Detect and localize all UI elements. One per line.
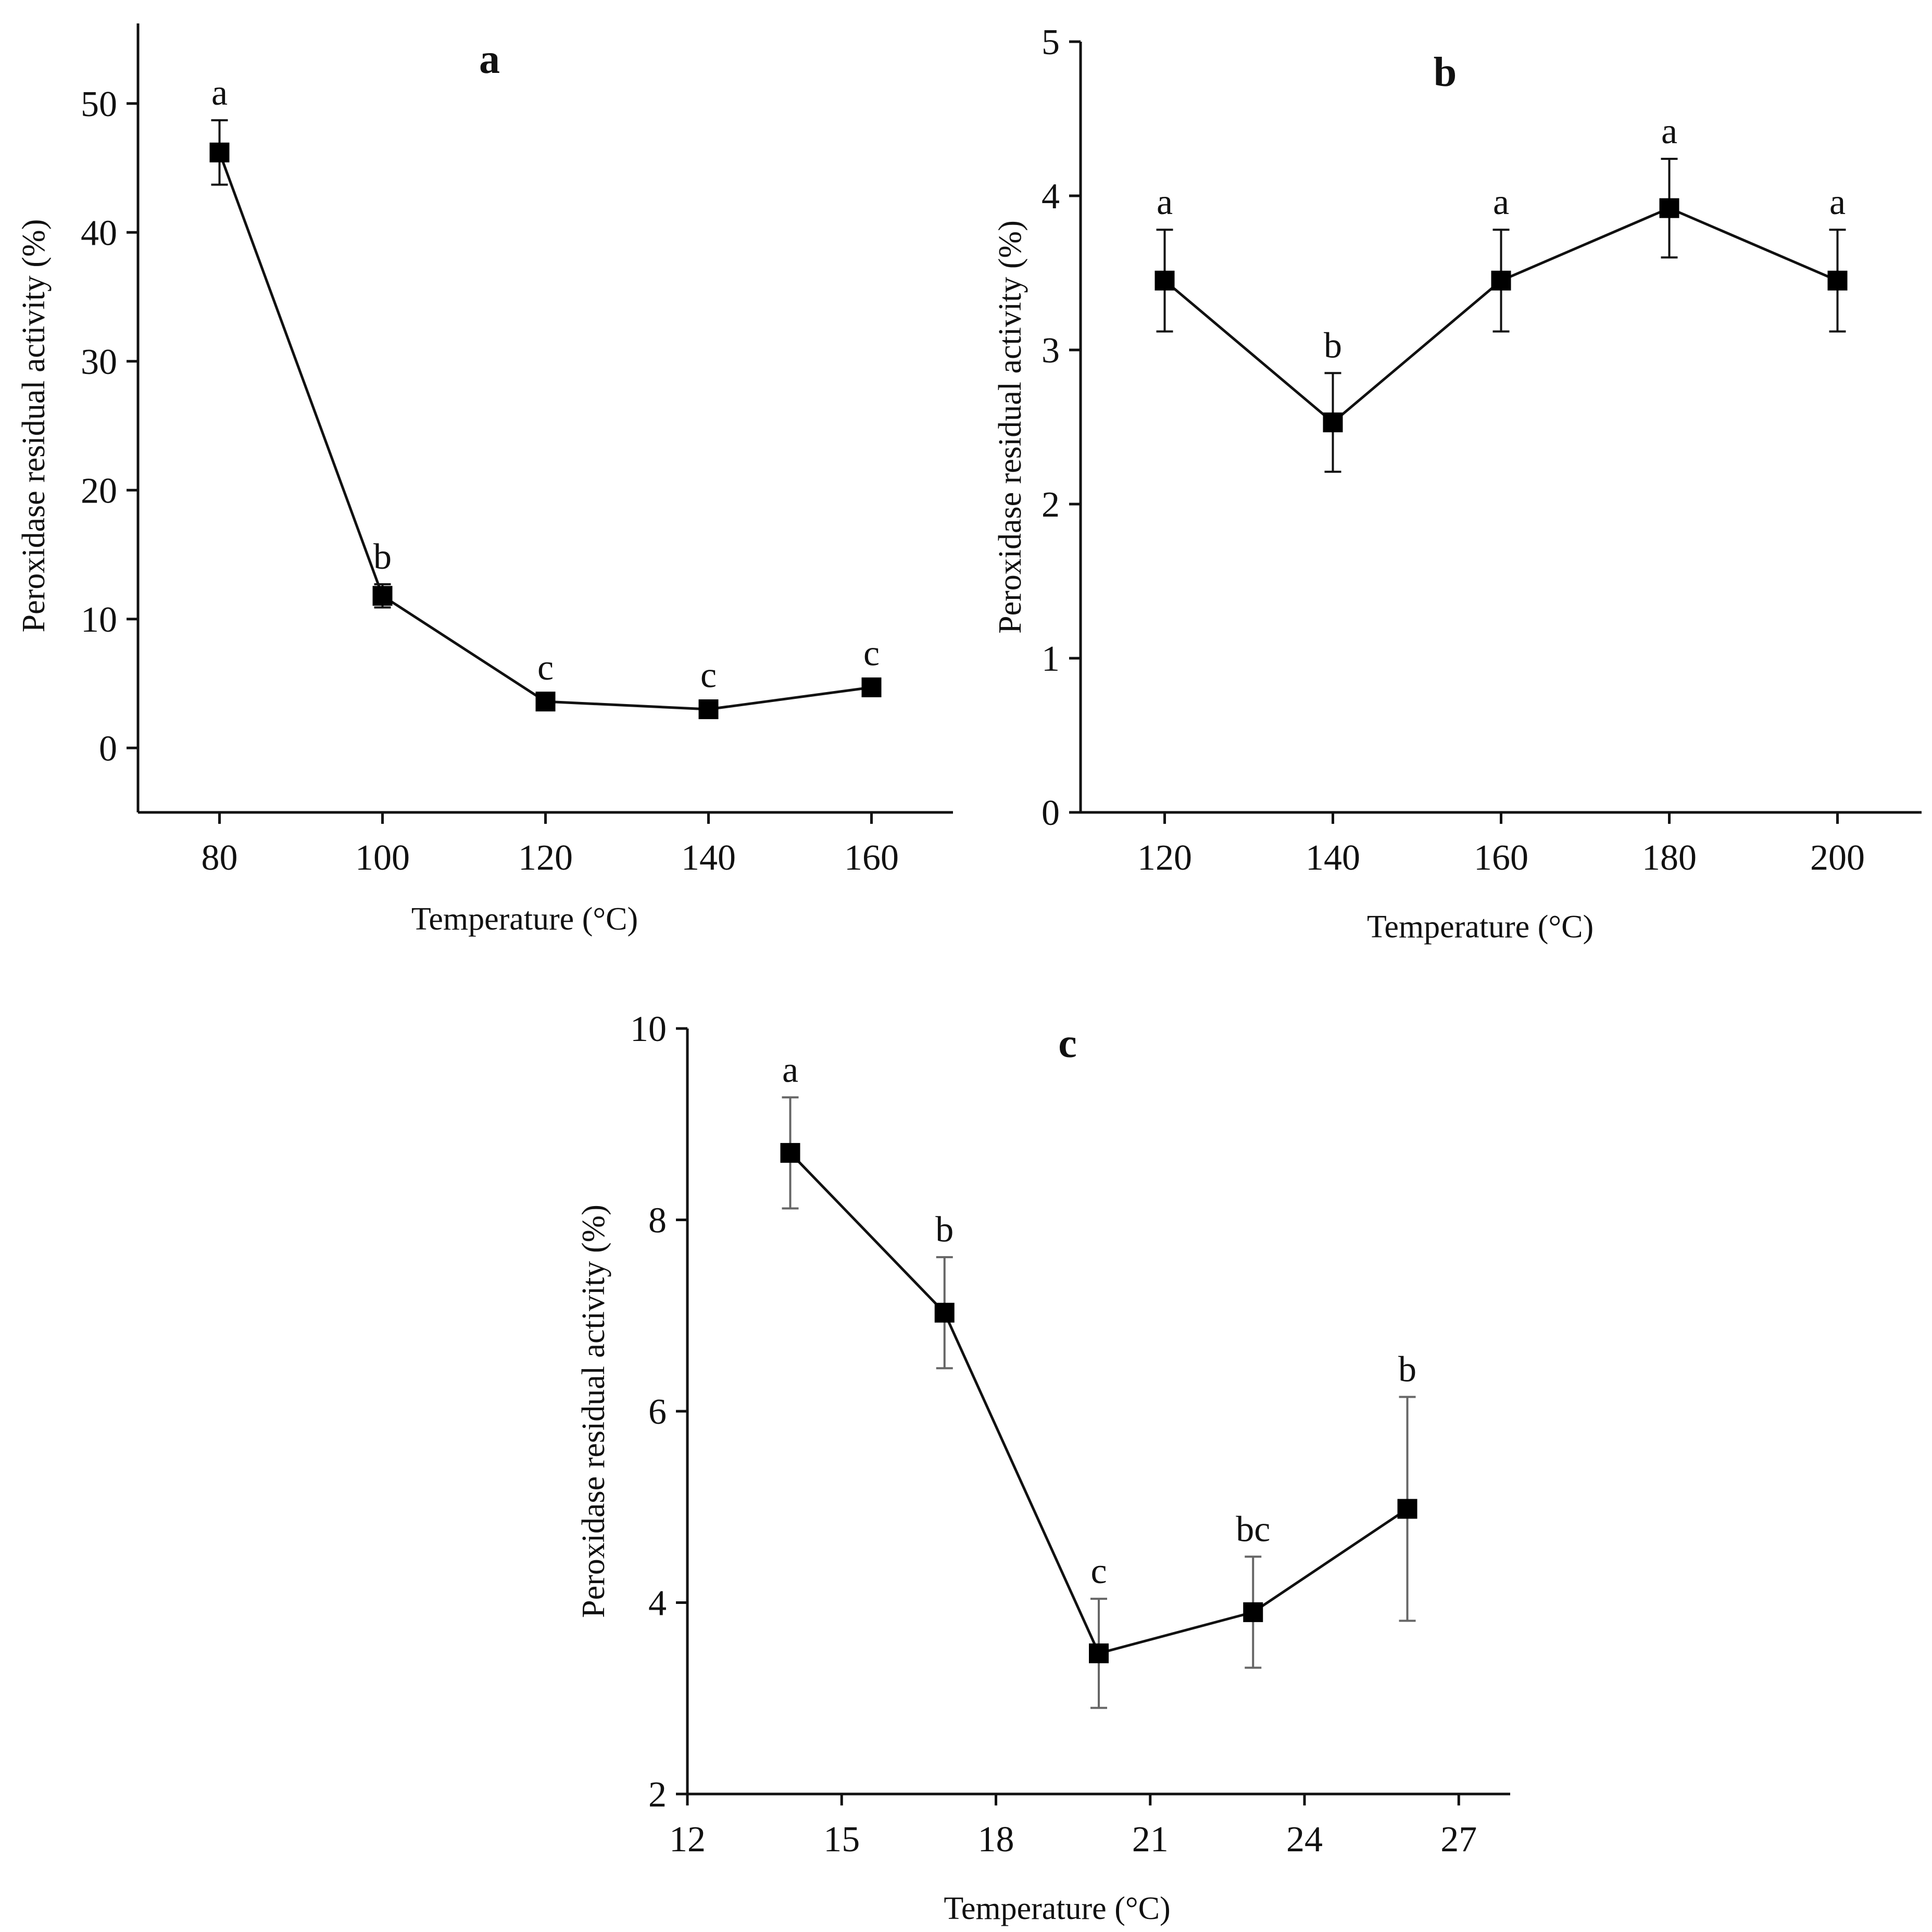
x-tick-label: 100 xyxy=(355,838,410,878)
x-tick-label: 180 xyxy=(1642,838,1697,878)
x-tick-label: 24 xyxy=(1286,1820,1323,1860)
y-tick-label: 30 xyxy=(81,342,117,382)
y-tick-label: 40 xyxy=(81,213,117,253)
x-tick-label: 140 xyxy=(681,838,736,878)
data-point xyxy=(1243,1602,1263,1622)
y-tick-label: 50 xyxy=(81,84,117,124)
data-point xyxy=(209,142,230,162)
significance-label: a xyxy=(782,1050,798,1090)
y-tick-label: 8 xyxy=(648,1201,667,1241)
x-tick-label: 160 xyxy=(844,838,899,878)
data-point xyxy=(698,699,719,719)
data-point xyxy=(780,1143,800,1163)
x-tick-label: 12 xyxy=(669,1820,706,1860)
x-axis-title: Temperature (°C) xyxy=(411,901,638,937)
y-tick-label: 6 xyxy=(648,1392,667,1432)
significance-label: b xyxy=(935,1210,954,1250)
significance-label: b xyxy=(373,537,392,577)
significance-label: a xyxy=(1157,182,1173,222)
series-line xyxy=(218,152,872,711)
y-tick-label: 0 xyxy=(99,729,117,769)
y-tick-label: 1 xyxy=(1042,639,1060,679)
panel-b: 120 140 160 180 200 0 1 2 3 4 5 b Temperature (°C) Pe… xyxy=(993,22,1922,945)
y-tick-label: 10 xyxy=(630,1009,667,1049)
x-tick-label: 18 xyxy=(978,1820,1014,1860)
data-point xyxy=(1397,1499,1417,1519)
panel-a: 80 100 120 140 160 0 10 20 30 40 50 a Temperature (°… xyxy=(16,23,953,937)
significance-label: a xyxy=(1661,111,1677,152)
data-point xyxy=(1155,270,1175,291)
significance-label: a xyxy=(1493,182,1509,222)
y-tick-label: 20 xyxy=(81,471,117,511)
data-point xyxy=(934,1302,955,1323)
x-tick-label: 21 xyxy=(1132,1820,1169,1860)
data-point xyxy=(861,677,882,697)
y-tick-label: 4 xyxy=(1042,177,1060,217)
x-tick-label: 15 xyxy=(823,1820,860,1860)
x-tick-label: 160 xyxy=(1474,838,1528,878)
y-tick-label: 5 xyxy=(1042,22,1060,62)
data-point xyxy=(1659,198,1679,218)
significance-label: c xyxy=(700,656,717,696)
data-point xyxy=(535,692,556,712)
y-tick-label: 10 xyxy=(81,600,117,640)
data-point xyxy=(1491,270,1511,291)
x-tick-label: 120 xyxy=(518,838,573,878)
x-tick-label: 80 xyxy=(202,838,238,878)
y-tick-label: 4 xyxy=(648,1584,667,1624)
y-axis-title: Peroxidase residual activity (%) xyxy=(16,219,52,633)
significance-label: c xyxy=(1090,1551,1107,1591)
x-axis-title: Temperature (°C) xyxy=(1367,909,1594,945)
significance-label: a xyxy=(211,73,228,113)
data-point xyxy=(1089,1643,1109,1663)
significance-label: c xyxy=(537,648,554,688)
significance-label: bc xyxy=(1236,1509,1270,1549)
data-point xyxy=(1323,412,1343,433)
x-axis-title: Temperature (°C) xyxy=(944,1891,1170,1926)
significance-label: a xyxy=(1829,182,1846,222)
significance-label: b xyxy=(1398,1349,1416,1389)
y-tick-label: 2 xyxy=(1042,485,1060,525)
x-tick-label: 27 xyxy=(1440,1820,1477,1860)
y-axis-title: Peroxidase residual activity (%) xyxy=(576,1205,611,1618)
y-tick-label: 2 xyxy=(648,1775,667,1815)
data-point xyxy=(372,586,393,606)
y-tick-label: 0 xyxy=(1042,793,1060,833)
panel-title: a xyxy=(479,36,500,82)
x-tick-label: 140 xyxy=(1306,838,1360,878)
significance-label: b xyxy=(1324,325,1342,366)
y-axis-title: Peroxidase residual activity (%) xyxy=(993,220,1028,634)
significance-label: c xyxy=(863,634,880,674)
data-point xyxy=(1827,270,1848,291)
panel-title: c xyxy=(1058,1021,1077,1067)
panel-title: b xyxy=(1434,49,1457,95)
x-tick-label: 120 xyxy=(1137,838,1192,878)
x-tick-label: 200 xyxy=(1810,838,1865,878)
y-tick-label: 3 xyxy=(1042,331,1060,371)
